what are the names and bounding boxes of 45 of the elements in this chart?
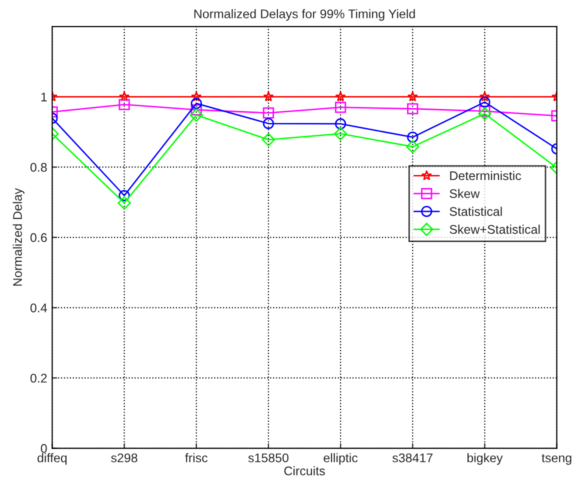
point [118, 98, 130, 110]
point [190, 98, 202, 110]
point [262, 118, 274, 130]
point [407, 132, 418, 143]
x-tick-label: elliptic [324, 453, 358, 465]
point [407, 103, 418, 114]
point [335, 91, 346, 102]
point [479, 91, 490, 102]
point [190, 108, 203, 122]
point [334, 127, 348, 140]
x-tick-label: s298 [111, 453, 138, 462]
y-tick-label: 0 [40, 444, 47, 453]
y-tick-label: 0.4 [30, 303, 47, 312]
y-tick-label: 0.6 [30, 233, 47, 242]
point [479, 106, 490, 117]
legend-label: Deterministic [450, 170, 522, 180]
x-tick-label: s15850 [248, 453, 288, 462]
point [478, 107, 492, 120]
point [407, 91, 418, 102]
point [191, 91, 202, 102]
point [406, 140, 420, 154]
point [334, 118, 346, 130]
point [479, 96, 490, 108]
point [334, 102, 346, 113]
x-tick-label: diffeq [38, 453, 67, 465]
y-axis-title: Normalized Delay [12, 188, 24, 286]
y-tick-label: 0.2 [30, 374, 47, 383]
legend-label: Skew [450, 188, 480, 198]
point [262, 107, 274, 119]
x-tick-label: s38417 [392, 453, 433, 462]
x-tick-label: bigkey [467, 453, 503, 465]
point [190, 104, 202, 116]
x-tick-label: frisc [185, 453, 208, 462]
y-tick-label: 0.8 [30, 162, 47, 172]
point [262, 133, 276, 146]
point [118, 91, 130, 102]
point [118, 190, 130, 202]
y-tick-label: 1 [41, 92, 47, 102]
legend-label: Skew+Statistical [450, 224, 540, 234]
point [118, 196, 131, 210]
legend-label: Statistical [450, 206, 502, 216]
x-axis-title: Circuits [284, 466, 325, 476]
x-tick-label: tseng [542, 454, 572, 465]
chart-title: Normalized Delays for 99% Timing Yield [194, 9, 415, 21]
point [263, 91, 274, 102]
